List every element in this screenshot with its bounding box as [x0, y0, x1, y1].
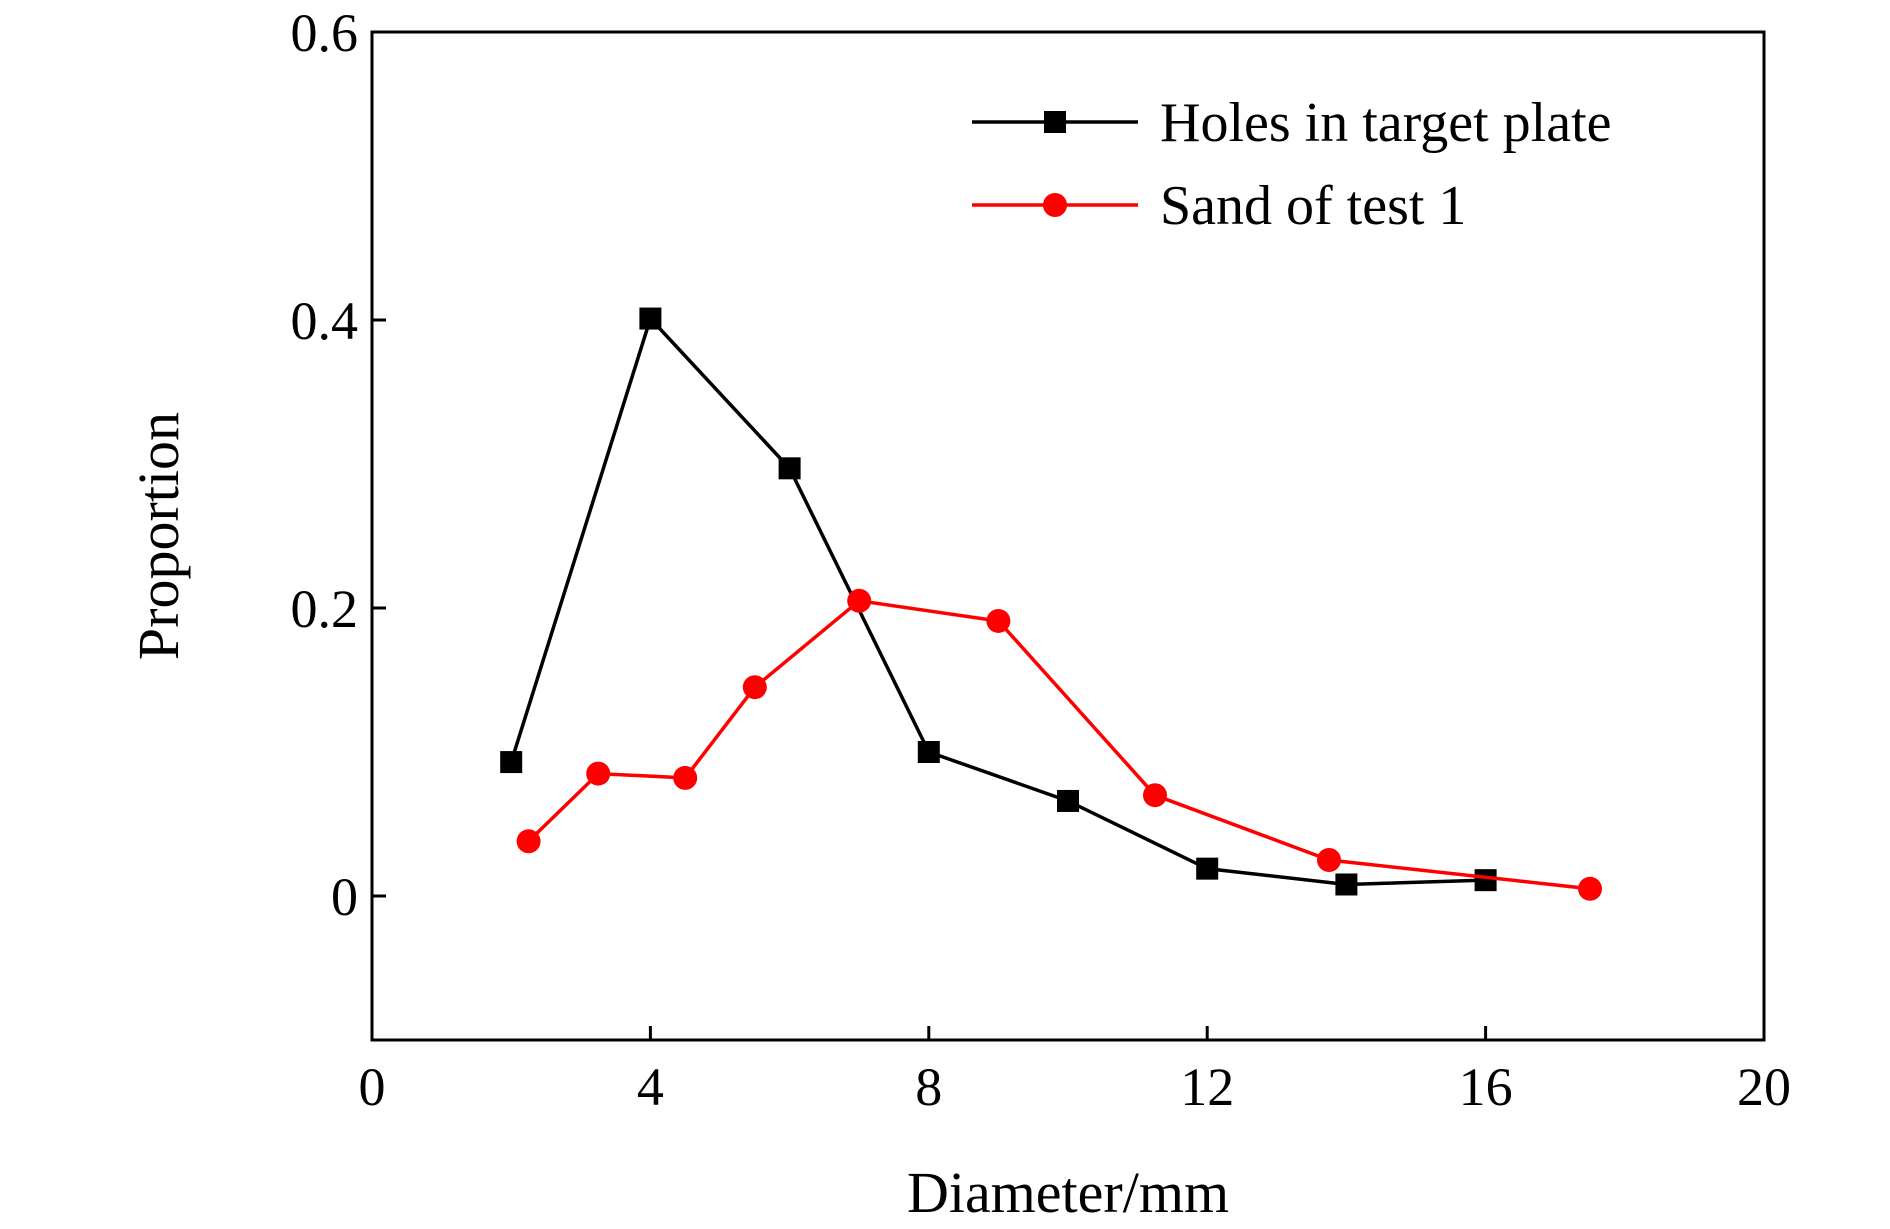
legend-label: Holes in target plate	[1160, 92, 1612, 154]
x-tick-label: 4	[637, 1057, 664, 1117]
series-1	[516, 588, 1602, 901]
data-point	[742, 675, 767, 700]
x-tick-label: 8	[915, 1057, 942, 1117]
series-line	[509, 315, 1486, 887]
y-tick-label: 0.6	[291, 3, 359, 63]
legend: Holes in target plate Sand of test 1	[972, 92, 1612, 237]
x-axis-title: Diameter/mm	[907, 1160, 1229, 1224]
data-point	[778, 457, 801, 480]
data-point	[1143, 783, 1167, 808]
y-axis-title: Proportion	[126, 412, 191, 660]
legend-marker	[1043, 193, 1067, 217]
series-line	[527, 598, 1591, 891]
data-point	[516, 829, 541, 854]
data-point	[1474, 869, 1497, 892]
data-point	[917, 741, 940, 763]
data-point	[673, 765, 698, 790]
x-tick-label: 12	[1180, 1057, 1234, 1117]
x-tick-label: 20	[1737, 1057, 1791, 1117]
plot-frame	[370, 30, 1766, 1042]
data-point	[1317, 848, 1341, 872]
legend-item-1: Sand of test 1	[972, 175, 1466, 237]
series-0	[500, 307, 1497, 896]
legend-item-0: Holes in target plate	[972, 92, 1612, 154]
data-point	[639, 307, 662, 330]
legend-label: Sand of test 1	[1160, 175, 1466, 237]
legend-marker	[1044, 111, 1066, 133]
x-tick-label: 0	[359, 1057, 386, 1117]
data-point	[1335, 873, 1358, 896]
y-tick-label: 0.4	[291, 291, 359, 351]
y-tick-label: 0.2	[291, 579, 359, 639]
data-point	[847, 588, 872, 613]
data-point	[586, 761, 611, 786]
x-tick-label: 16	[1459, 1057, 1513, 1117]
y-tick-label: 0	[331, 867, 358, 927]
series-layer	[500, 307, 1602, 901]
data-point	[1578, 876, 1602, 901]
data-point	[1196, 857, 1219, 880]
axes: 0 4 8 12 16 20 0 0.2 0.4 0.6 Diameter/mm Proportion	[126, 3, 1791, 1225]
data-point	[986, 608, 1011, 633]
data-point	[500, 751, 523, 774]
data-point	[1057, 789, 1079, 812]
